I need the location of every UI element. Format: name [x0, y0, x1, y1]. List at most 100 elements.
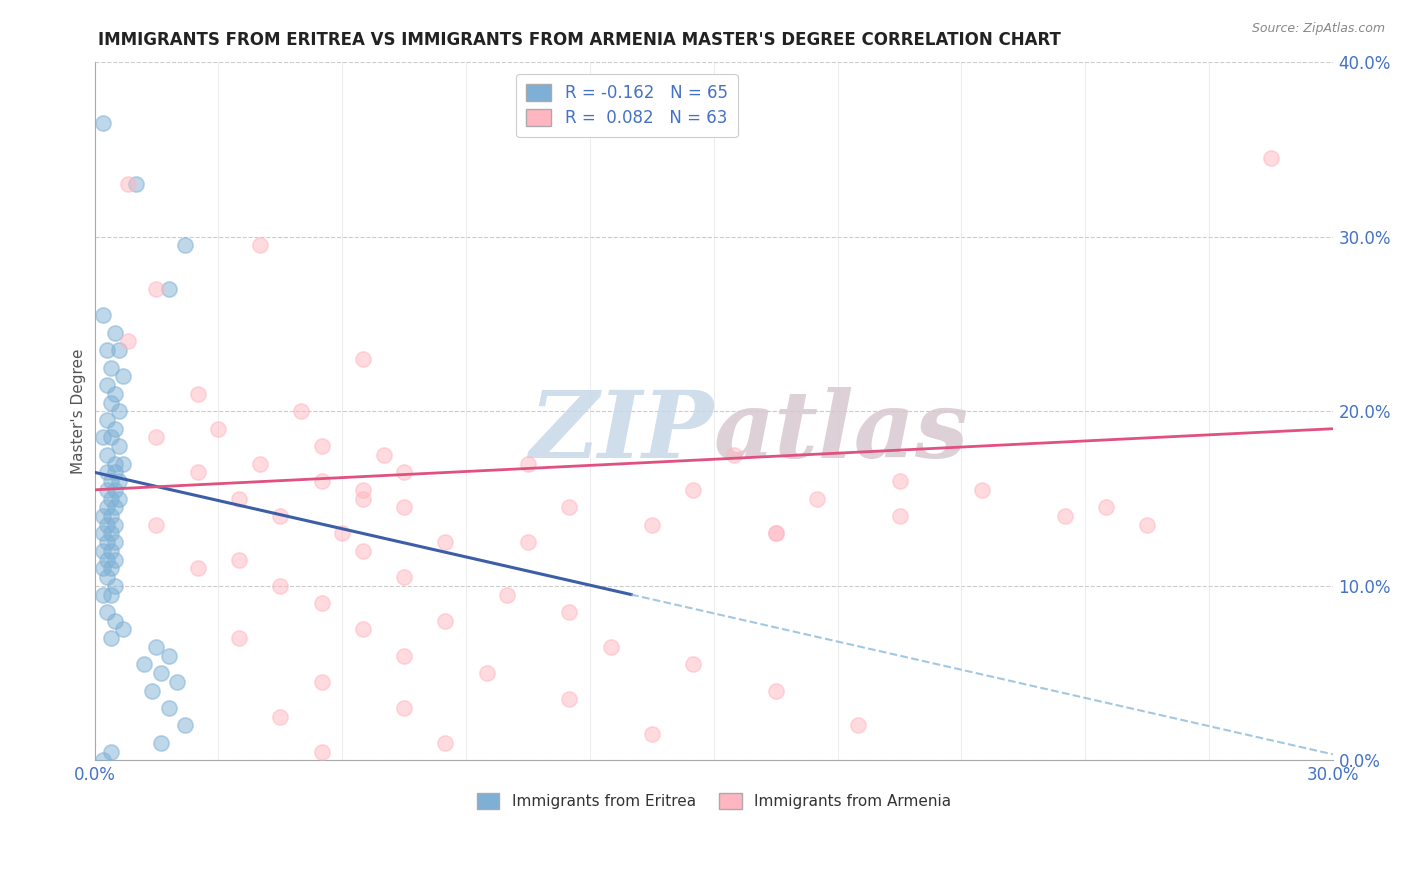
- Point: [290, 404, 312, 418]
- Point: [187, 386, 209, 401]
- Point: [1260, 151, 1282, 165]
- Legend: Immigrants from Eritrea, Immigrants from Armenia: Immigrants from Eritrea, Immigrants from…: [471, 788, 957, 815]
- Point: [91, 526, 114, 541]
- Point: [91, 753, 114, 767]
- Point: [96, 605, 118, 619]
- Point: [100, 561, 122, 575]
- Point: [174, 238, 197, 252]
- Point: [352, 491, 374, 506]
- Point: [311, 596, 333, 610]
- Point: [104, 457, 127, 471]
- Point: [765, 526, 787, 541]
- Point: [100, 491, 122, 506]
- Point: [91, 561, 114, 575]
- Point: [157, 648, 180, 663]
- Point: [96, 448, 118, 462]
- Point: [104, 552, 127, 566]
- Point: [145, 430, 167, 444]
- Point: [91, 430, 114, 444]
- Point: [392, 500, 415, 515]
- Point: [249, 238, 271, 252]
- Point: [100, 508, 122, 523]
- Point: [517, 535, 540, 549]
- Point: [96, 378, 118, 392]
- Point: [558, 500, 581, 515]
- Point: [117, 178, 139, 192]
- Point: [434, 736, 457, 750]
- Point: [765, 526, 787, 541]
- Point: [149, 736, 172, 750]
- Point: [311, 674, 333, 689]
- Point: [112, 623, 135, 637]
- Y-axis label: Master's Degree: Master's Degree: [72, 349, 86, 474]
- Point: [108, 439, 131, 453]
- Point: [145, 282, 167, 296]
- Text: ZIP: ZIP: [530, 387, 714, 477]
- Point: [187, 466, 209, 480]
- Point: [145, 640, 167, 654]
- Point: [765, 683, 787, 698]
- Point: [269, 710, 291, 724]
- Point: [207, 422, 229, 436]
- Point: [91, 544, 114, 558]
- Point: [174, 718, 197, 732]
- Point: [311, 439, 333, 453]
- Point: [889, 508, 911, 523]
- Point: [100, 430, 122, 444]
- Point: [91, 116, 114, 130]
- Point: [269, 579, 291, 593]
- Point: [434, 614, 457, 628]
- Point: [125, 178, 148, 192]
- Text: atlas: atlas: [714, 387, 969, 477]
- Text: Source: ZipAtlas.com: Source: ZipAtlas.com: [1251, 22, 1385, 36]
- Point: [96, 535, 118, 549]
- Point: [96, 343, 118, 358]
- Point: [104, 614, 127, 628]
- Point: [96, 483, 118, 497]
- Point: [392, 701, 415, 715]
- Point: [392, 466, 415, 480]
- Point: [96, 570, 118, 584]
- Point: [392, 648, 415, 663]
- Point: [641, 517, 664, 532]
- Point: [100, 544, 122, 558]
- Point: [373, 448, 395, 462]
- Point: [96, 413, 118, 427]
- Point: [96, 552, 118, 566]
- Point: [100, 360, 122, 375]
- Point: [112, 369, 135, 384]
- Point: [100, 745, 122, 759]
- Point: [352, 623, 374, 637]
- Point: [104, 579, 127, 593]
- Point: [269, 508, 291, 523]
- Point: [723, 448, 745, 462]
- Point: [108, 404, 131, 418]
- Point: [157, 282, 180, 296]
- Point: [104, 483, 127, 497]
- Point: [100, 588, 122, 602]
- Point: [187, 561, 209, 575]
- Point: [1136, 517, 1159, 532]
- Point: [100, 526, 122, 541]
- Point: [91, 308, 114, 322]
- Point: [558, 605, 581, 619]
- Point: [166, 674, 188, 689]
- Point: [108, 491, 131, 506]
- Point: [249, 457, 271, 471]
- Text: IMMIGRANTS FROM ERITREA VS IMMIGRANTS FROM ARMENIA MASTER'S DEGREE CORRELATION C: IMMIGRANTS FROM ERITREA VS IMMIGRANTS FR…: [98, 31, 1062, 49]
- Point: [517, 457, 540, 471]
- Point: [599, 640, 621, 654]
- Point: [108, 343, 131, 358]
- Point: [104, 326, 127, 340]
- Point: [100, 631, 122, 645]
- Point: [970, 483, 993, 497]
- Point: [91, 588, 114, 602]
- Point: [104, 422, 127, 436]
- Point: [149, 666, 172, 681]
- Point: [806, 491, 828, 506]
- Point: [108, 474, 131, 488]
- Point: [558, 692, 581, 706]
- Point: [228, 491, 250, 506]
- Point: [1053, 508, 1076, 523]
- Point: [352, 544, 374, 558]
